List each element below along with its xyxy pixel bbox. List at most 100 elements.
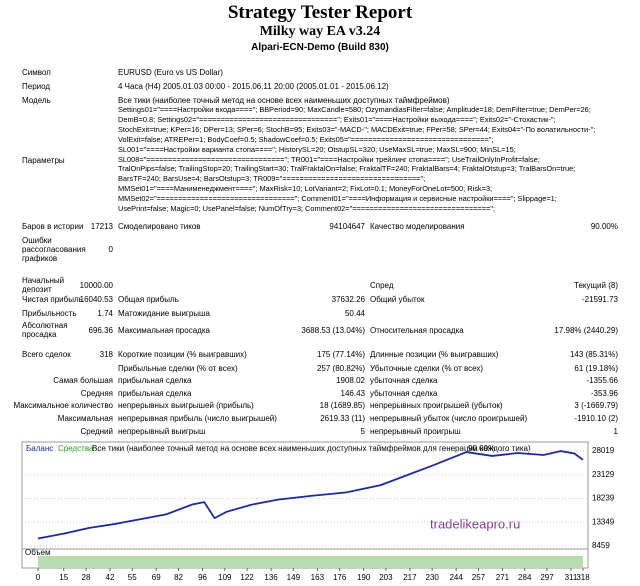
stat-label: непрерывная прибыль (число выигрышей) [118, 414, 277, 423]
stat-label: прибыльная сделка [118, 376, 192, 385]
stat-value: 16040.53 [79, 294, 113, 304]
stat-label: Начальный депозит [22, 276, 65, 294]
stat-label: Длинные позиции (% выигравших) [370, 349, 499, 359]
field-value: 4 Часа (H4) 2005.01.03 00:00 - 2015.06.1… [118, 81, 389, 91]
parameter-line: SL001="====Настройки варианта стопа===="… [118, 144, 516, 154]
stat-value: -1910.10 (2) [574, 414, 618, 423]
server-name: Alpari-ECN-Demo (Build 830) [251, 42, 389, 53]
x-tick-label: 176 [333, 573, 347, 582]
x-tick-label: 82 [174, 573, 183, 582]
stat-label: непрерывный выигрыш [118, 427, 206, 436]
stat-value: 318 [99, 349, 113, 359]
x-tick-label: 149 [287, 573, 301, 582]
y-tick-label: 23129 [592, 470, 615, 479]
volume-bars [38, 556, 583, 567]
stat-label: Спред [370, 280, 394, 290]
volume-label: Объем [25, 548, 51, 557]
stat-value: 0 [108, 244, 113, 254]
x-tick-label: 271 [496, 573, 510, 582]
stat-label: Ошибки рассогласования графиков [22, 235, 86, 263]
x-tick-label: 230 [426, 573, 440, 582]
stat-value: 1.74 [97, 308, 113, 318]
stat-value: 18 (1689.85) [319, 401, 365, 410]
stat-value: 1 [613, 427, 618, 436]
stat-value: 37632.26 [331, 294, 365, 304]
stat-label: Всего сделок [22, 349, 71, 359]
x-tick-label: 136 [264, 573, 278, 582]
stat-value: 175 (77.14%) [316, 349, 365, 359]
x-tick-label: 0 [36, 573, 41, 582]
stat-label: Максимальная просадка [118, 325, 210, 335]
field-label: Модель [22, 95, 51, 105]
stat-value: 90.00% [590, 221, 618, 231]
x-tick-label: 311 [565, 573, 578, 582]
parameter-line: Settings01="====Настройки входа===="; BB… [118, 105, 591, 114]
field-value: Все тики (наиболее точный метод на основ… [118, 95, 450, 105]
stat-label: Максимальная [57, 414, 113, 423]
stat-label: Качество моделирования [370, 221, 465, 231]
ea-name: Milky way EA v3.24 [259, 24, 381, 39]
stat-value: -21591.73 [581, 294, 618, 304]
stat-value: 696.36 [88, 325, 113, 335]
parameter-line: UsePrint=false; Magic=0; UsePanel=false;… [118, 204, 496, 213]
field-value: EURUSD (Euro vs US Dollar) [118, 67, 223, 77]
x-tick-label: 217 [403, 573, 417, 582]
stat-label: убыточная сделка [370, 376, 438, 385]
stat-value: -1355.66 [586, 376, 618, 385]
x-tick-label: 190 [357, 573, 371, 582]
parameter-line: SL008="================================"… [118, 154, 540, 164]
y-tick-label: 28019 [592, 446, 615, 455]
x-tick-label: 244 [449, 573, 463, 582]
stat-label: Матожидание выигрыша [118, 308, 210, 318]
stat-label: непрерывных проигрышей (убыток) [370, 401, 503, 410]
stat-value: 1908.02 [336, 376, 365, 385]
stat-value: 5 [360, 427, 365, 436]
chart-subtitle: Все тики (наиболее точный метод на основ… [92, 444, 531, 453]
y-tick-label: 8459 [592, 541, 610, 550]
parameter-line: MMSet01="====Манименеджмент===="; MaxRis… [118, 184, 493, 194]
stat-label: Средний [80, 427, 113, 436]
stat-label: Баров в истории [22, 221, 84, 231]
x-tick-label: 203 [379, 573, 393, 582]
x-tick-label: 284 [518, 573, 532, 582]
x-tick-label: 15 [59, 573, 68, 582]
x-tick-label: 297 [540, 573, 554, 582]
stat-label: Чистая прибыль [22, 294, 83, 304]
x-tick-label: 163 [311, 573, 325, 582]
stat-label: прибыльная сделка [118, 389, 192, 398]
stat-label: Средняя [80, 389, 113, 398]
stat-label: Абсолютная просадка [22, 321, 68, 339]
stat-value: Текущий (8) [574, 280, 618, 290]
stat-label: Максимальное количество [13, 401, 113, 410]
chart-frame [21, 441, 589, 569]
x-tick-label: 318 [576, 573, 590, 582]
stat-label: непрерывный убыток (число проигрышей) [370, 414, 528, 423]
x-tick-label: 28 [82, 573, 91, 582]
stat-value: -353.96 [590, 389, 618, 398]
x-tick-label: 109 [218, 573, 232, 582]
stat-value: 3688.53 (13.04%) [301, 325, 365, 335]
stat-value: 143 (85.31%) [569, 349, 618, 359]
stat-value: 3 (-1669.79) [574, 401, 618, 410]
stat-value: 61 (19.18%) [574, 363, 618, 373]
stat-label: убыточная сделка [370, 389, 438, 398]
parameter-line: DemB=0.8; Settings02="==================… [118, 114, 556, 124]
chart-quality: 90.00% [468, 444, 495, 453]
stat-label: Общая прибыль [118, 294, 179, 304]
watermark: tradelikeapro.ru [430, 516, 520, 531]
parameter-line: StochExit=true; KPer=16; DPer=13; SPer=6… [118, 124, 596, 134]
parameter-line: TralOnPips=false; TrailingStop=20; Trail… [118, 164, 576, 174]
field-label: Параметры [22, 155, 65, 165]
stat-label: непрерывный проигрыш [370, 427, 461, 436]
parameter-line: BarsTF=240; BarsUse=4; BarsOtstup=3; TR0… [118, 174, 426, 184]
y-tick-label: 18239 [592, 494, 615, 503]
x-tick-label: 257 [472, 573, 486, 582]
stat-label: Прибыльность [22, 308, 77, 318]
field-label: Период [22, 81, 51, 91]
report-title: Strategy Tester Report [227, 2, 413, 23]
stat-value: 50.44 [344, 308, 365, 318]
stat-label: Убыточные сделки (% от всех) [370, 363, 484, 373]
